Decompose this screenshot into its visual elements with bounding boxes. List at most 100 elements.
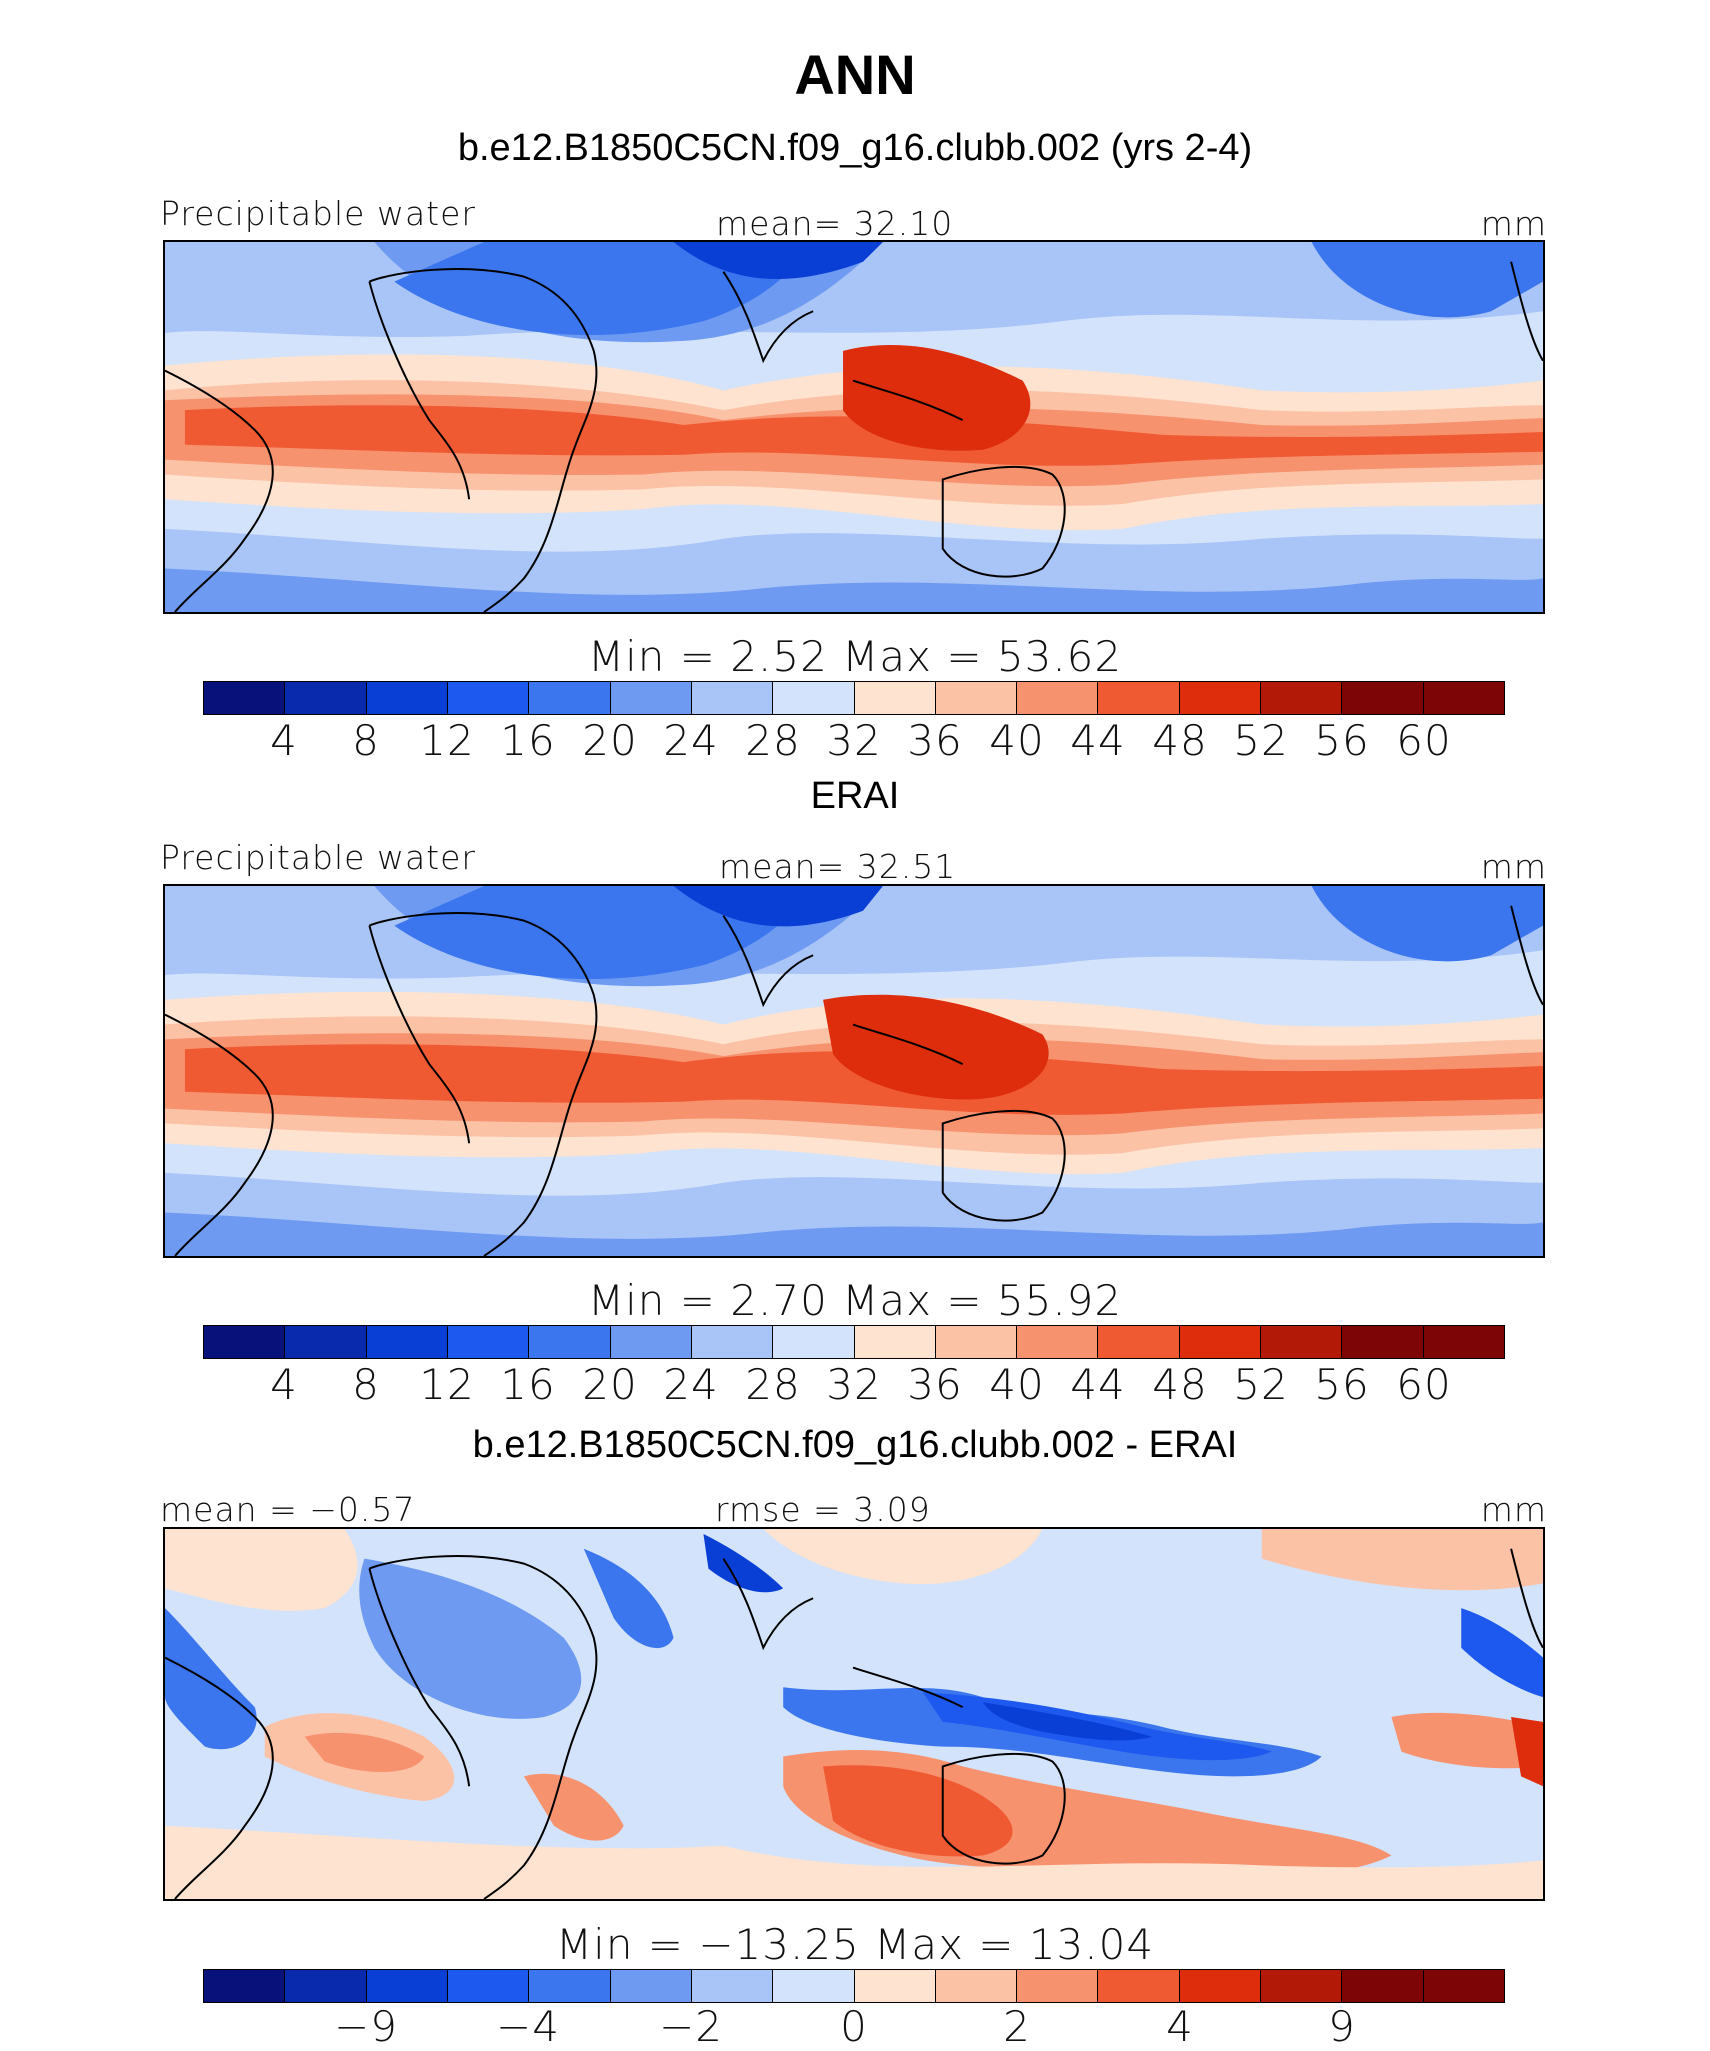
- panel-1-colorbar-box: [935, 682, 1018, 714]
- panel-1-tick: 36: [907, 716, 963, 765]
- panel-1-colorbar-box: [773, 682, 855, 714]
- panel-3-colorbar-box: [204, 1970, 286, 2002]
- panel-2-colorbar-box: [773, 1326, 855, 1358]
- panel-1-mean-label: mean= 32.10: [716, 204, 954, 243]
- panel-2-tick: 32: [826, 1360, 882, 1409]
- panel-2-map: [163, 884, 1545, 1258]
- panel-1-tick: 60: [1396, 716, 1452, 765]
- panel-3-colorbar-box: [447, 1970, 530, 2002]
- panel-2-tick: 8: [352, 1360, 380, 1409]
- panel-3-tick: 0: [840, 2002, 868, 2051]
- panel-3-colorbar-box: [1179, 1970, 1262, 2002]
- panel-3-colorbar-box: [691, 1970, 774, 2002]
- panel-2-tick: 28: [745, 1360, 801, 1409]
- panel-1-colorbar-box: [610, 682, 692, 714]
- panel-3-rmse-label: rmse = 3.09: [715, 1490, 931, 1529]
- panel-2-colorbar: [203, 1325, 1505, 1359]
- panel-1-colorbar-box: [529, 682, 611, 714]
- panel-2-variable-label: Precipitable water: [160, 838, 476, 877]
- panel-1-colorbar-box: [691, 682, 774, 714]
- panel-2-colorbar-box: [447, 1326, 530, 1358]
- panel-2-tick: 40: [989, 1360, 1045, 1409]
- panel-1-tick: 16: [500, 716, 556, 765]
- panel-3-units-label: mm: [1480, 1490, 1547, 1529]
- panel-2-map-svg: [165, 886, 1543, 1256]
- panel-1-tick: 12: [419, 716, 475, 765]
- panel-3-colorbar-box: [1423, 1970, 1504, 2002]
- panel-3-tick: 2: [1003, 2002, 1031, 2051]
- panel-3-colorbar-box: [854, 1970, 936, 2002]
- panel-2-colorbar-box: [204, 1326, 286, 1358]
- panel-2-colorbar-box: [610, 1326, 692, 1358]
- panel-2-tick: 48: [1152, 1360, 1208, 1409]
- panel-3-colorbar-box: [366, 1970, 448, 2002]
- panel-1-colorbar-box: [366, 682, 448, 714]
- panel-1-map: [163, 240, 1545, 614]
- panel-1-colorbar-box: [854, 682, 936, 714]
- panel-3-colorbar-box: [1261, 1970, 1343, 2002]
- panel-1-tick: 56: [1314, 716, 1370, 765]
- panel-1-tick: 24: [663, 716, 719, 765]
- panel-2-colorbar-box: [1017, 1326, 1099, 1358]
- panel-2-case-title: ERAI: [810, 775, 900, 817]
- panel-3-map: [163, 1527, 1545, 1901]
- panel-1-colorbar-box: [447, 682, 530, 714]
- panel-3-map-svg: [165, 1529, 1543, 1899]
- panel-3-colorbar-box: [1017, 1970, 1099, 2002]
- panel-3-colorbar-box: [610, 1970, 692, 2002]
- panel-3-colorbar-box: [1098, 1970, 1180, 2002]
- figure-title: ANN: [794, 43, 916, 106]
- panel-2-mean-label: mean= 32.51: [719, 847, 957, 886]
- panel-3-colorbar-box: [529, 1970, 611, 2002]
- panel-1-colorbar-box: [1179, 682, 1262, 714]
- panel-1-colorbar-box: [1423, 682, 1504, 714]
- panel-1-colorbar-box: [1342, 682, 1424, 714]
- panel-2-units-label: mm: [1480, 847, 1547, 886]
- panel-1-tick: 4: [270, 716, 298, 765]
- panel-3-tick: −2: [659, 2002, 723, 2051]
- panel-2-tick: 44: [1070, 1360, 1126, 1409]
- panel-3-tick: −4: [496, 2002, 560, 2051]
- panel-1-tick: 48: [1152, 716, 1208, 765]
- panel-3-colorbar-box: [773, 1970, 855, 2002]
- panel-1-tick: 40: [989, 716, 1045, 765]
- panel-1-tick: 44: [1070, 716, 1126, 765]
- panel-3-case-title: b.e12.B1850C5CN.f09_g16.clubb.002 - ERAI: [472, 1424, 1238, 1466]
- panel-1-min-max: Min = 2.52 Max = 53.62: [587, 632, 1123, 681]
- panel-1-colorbar-box: [204, 682, 286, 714]
- panel-1-case-title: b.e12.B1850C5CN.f09_g16.clubb.002 (yrs 2…: [457, 127, 1253, 169]
- panel-1-variable-label: Precipitable water: [160, 194, 476, 233]
- panel-2-colorbar-box: [285, 1326, 367, 1358]
- panel-1-colorbar-box: [1017, 682, 1099, 714]
- panel-1-tick: 28: [745, 716, 801, 765]
- panel-2-colorbar-box: [691, 1326, 774, 1358]
- panel-1-tick: 20: [582, 716, 638, 765]
- panel-2-colorbar-box: [529, 1326, 611, 1358]
- panel-2-colorbar-box: [1179, 1326, 1262, 1358]
- panel-3-colorbar-box: [1342, 1970, 1424, 2002]
- panel-2-tick: 16: [500, 1360, 556, 1409]
- panel-2-tick: 12: [419, 1360, 475, 1409]
- panel-2-tick: 36: [907, 1360, 963, 1409]
- panel-2-min-max: Min = 2.70 Max = 55.92: [587, 1276, 1123, 1325]
- panel-2-colorbar-box: [1098, 1326, 1180, 1358]
- panel-2-colorbar-box: [854, 1326, 936, 1358]
- panel-2-tick: 24: [663, 1360, 719, 1409]
- panel-3-tick: 4: [1166, 2002, 1194, 2051]
- panel-2-colorbar-box: [1261, 1326, 1343, 1358]
- panel-1-colorbar-box: [285, 682, 367, 714]
- panel-1-colorbar-box: [1098, 682, 1180, 714]
- panel-2-tick: 4: [270, 1360, 298, 1409]
- panel-3-colorbar-box: [285, 1970, 367, 2002]
- panel-2-tick: 52: [1233, 1360, 1289, 1409]
- panel-3-mean-label: mean = −0.57: [160, 1490, 416, 1529]
- panel-1-tick: 52: [1233, 716, 1289, 765]
- panel-2-colorbar-box: [1423, 1326, 1504, 1358]
- panel-3-tick: 9: [1328, 2002, 1356, 2051]
- panel-2-tick: 56: [1314, 1360, 1370, 1409]
- panel-2-tick: 60: [1396, 1360, 1452, 1409]
- panel-2-colorbar-box: [935, 1326, 1018, 1358]
- panel-2-colorbar-box: [1342, 1326, 1424, 1358]
- panel-1-tick: 32: [826, 716, 882, 765]
- panel-3-colorbar-box: [935, 1970, 1018, 2002]
